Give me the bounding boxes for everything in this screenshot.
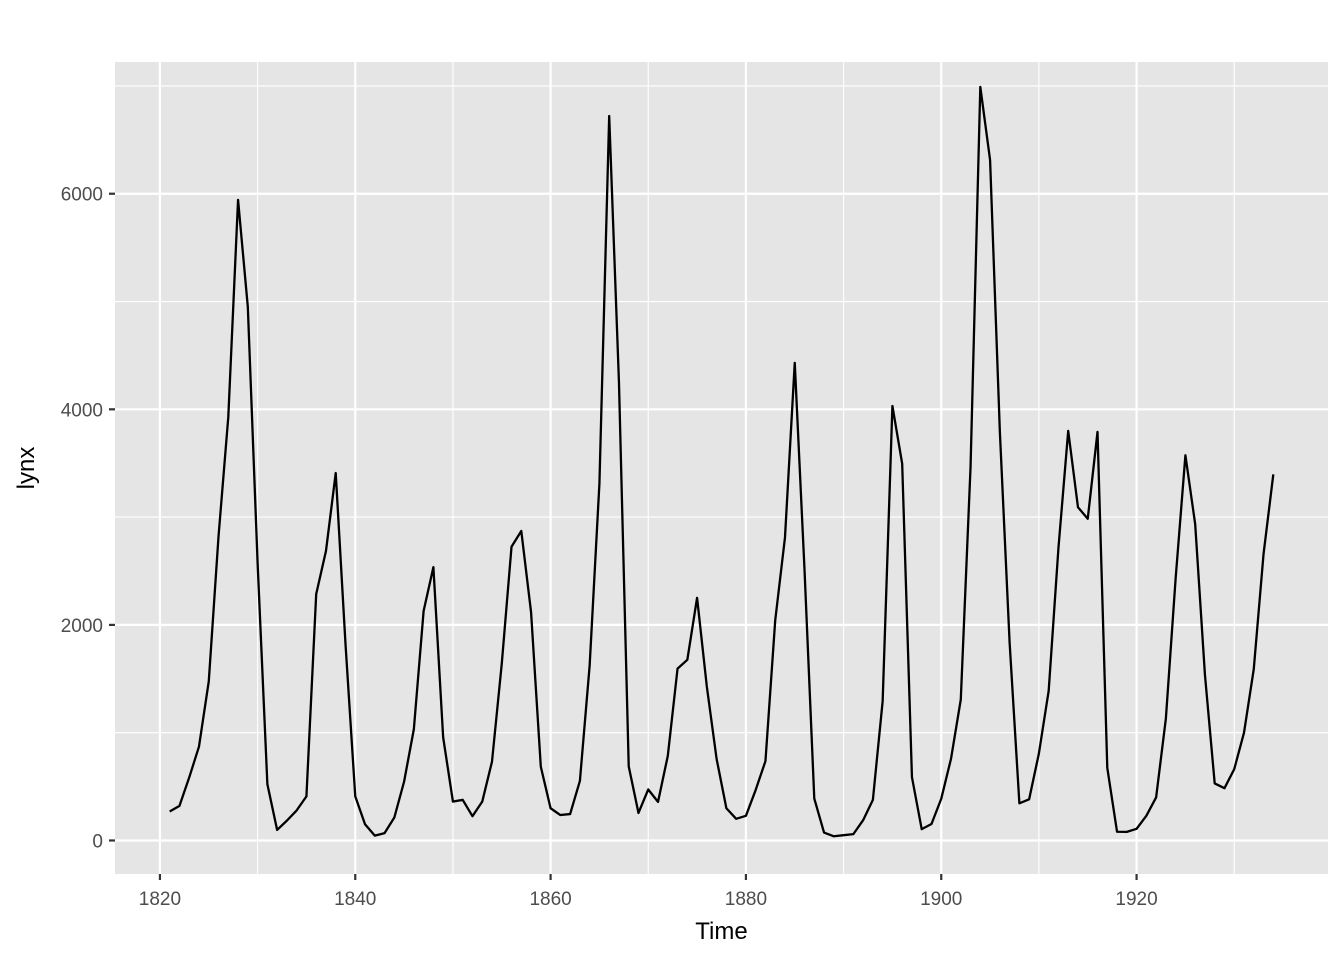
x-axis-title: Time xyxy=(695,918,747,945)
minor-gridlines xyxy=(115,62,1328,874)
x-tick-label: 1900 xyxy=(920,889,962,910)
x-tick-label: 1920 xyxy=(1115,889,1157,910)
x-tick-label: 1860 xyxy=(529,889,571,910)
x-tick-label: 1840 xyxy=(334,889,376,910)
y-tick-label: 0 xyxy=(92,831,103,852)
x-tick-label: 1820 xyxy=(139,889,181,910)
major-gridlines xyxy=(115,62,1328,874)
x-axis-ticks: 1820 1840 1860 1880 1900 1920 xyxy=(139,874,1158,910)
y-axis-ticks: 0 2000 4000 6000 xyxy=(61,185,115,852)
y-tick-label: 6000 xyxy=(61,185,103,206)
series-layer xyxy=(169,85,1275,838)
y-tick-label: 2000 xyxy=(61,616,103,637)
plot-panel xyxy=(115,62,1328,874)
x-tick-label: 1880 xyxy=(725,889,767,910)
y-tick-label: 4000 xyxy=(61,400,103,421)
y-axis-title: lynx xyxy=(13,447,40,490)
series-line xyxy=(169,85,1275,838)
